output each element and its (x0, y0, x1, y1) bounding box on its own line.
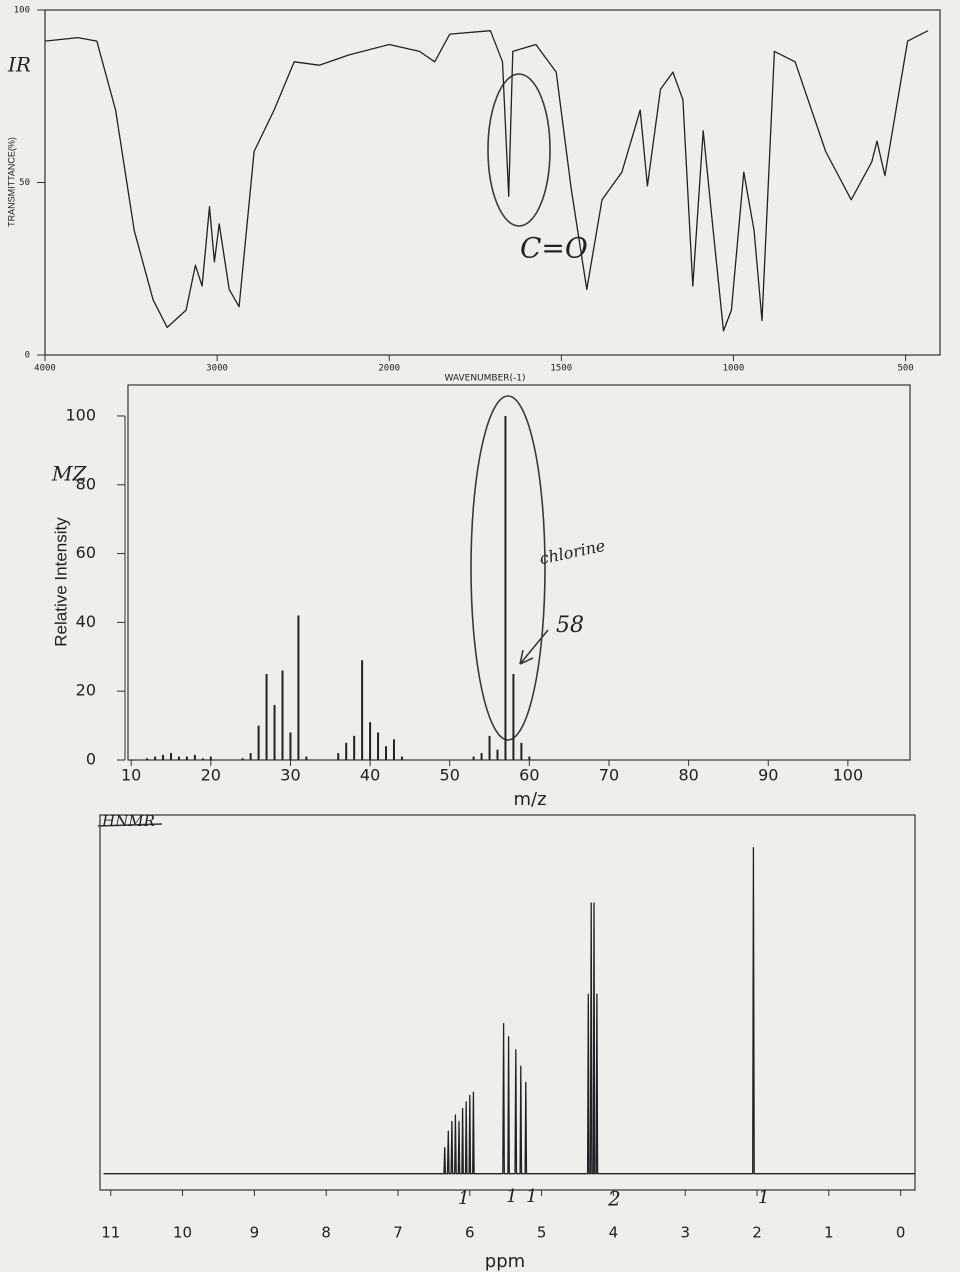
x-tick-label: 4 (609, 1224, 619, 1242)
handwritten-note: IR (7, 53, 31, 77)
spectrum-line (103, 846, 915, 1175)
x-tick-label: 4000 (34, 364, 56, 374)
y-tick-label: 0 (25, 351, 30, 361)
x-tick-label: 3000 (206, 364, 228, 374)
x-tick-label: 6 (465, 1224, 475, 1242)
handwritten-note: 1 (458, 1188, 469, 1209)
handwritten-note: 1 (526, 1186, 537, 1207)
plot-frame (127, 384, 911, 761)
arrow-mark (519, 629, 549, 665)
x-tick-label: 70 (599, 766, 619, 785)
circle-mark (487, 73, 551, 227)
y-tick-label: 50 (19, 178, 30, 188)
x-tick-label: 3 (680, 1224, 690, 1242)
circle-mark (470, 395, 546, 741)
handwritten-note: HNMR (101, 812, 155, 830)
x-tick-label: 20 (201, 766, 221, 785)
handwritten-note: 1 (758, 1187, 769, 1208)
handwritten-note: 58 (556, 613, 584, 638)
x-tick-label: 10 (121, 766, 141, 785)
x-axis-title: m/z (513, 789, 546, 810)
x-tick-label: 11 (101, 1224, 120, 1242)
handwritten-note: 2 (607, 1187, 621, 1211)
y-axis-title: Relative Intensity (51, 517, 70, 647)
x-tick-label: 2 (752, 1224, 762, 1242)
x-tick-label: 30 (280, 766, 300, 785)
x-tick-label: 90 (758, 766, 778, 785)
plot-frame (99, 814, 916, 1191)
x-tick-label: 60 (519, 766, 539, 785)
y-tick-label: 60 (76, 543, 96, 562)
x-tick-label: 100 (833, 766, 864, 785)
x-tick-label: 0 (896, 1224, 906, 1242)
handwritten-note: MZ (51, 462, 87, 486)
y-tick-label: 40 (76, 612, 96, 631)
x-tick-label: 1000 (723, 364, 745, 374)
y-tick-label: 20 (76, 681, 96, 700)
x-tick-label: 2000 (378, 364, 400, 374)
x-tick-label: 5 (537, 1224, 547, 1242)
x-tick-label: 40 (360, 766, 380, 785)
y-tick-label: 0 (86, 750, 96, 769)
x-tick-label: 7 (393, 1224, 403, 1242)
x-axis-title: WAVENUMBER(-1) (444, 374, 525, 384)
x-axis-title: ppm (485, 1251, 525, 1272)
x-tick-label: 9 (250, 1224, 260, 1242)
x-tick-label: 10 (173, 1224, 192, 1242)
spectrum-line (44, 30, 929, 332)
y-axis-title: TRANSMITTANCE(%) (6, 137, 16, 227)
handwritten-note: C=O (520, 232, 588, 265)
x-tick-label: 1500 (551, 364, 573, 374)
underline-mark (97, 823, 163, 827)
x-tick-label: 8 (321, 1224, 331, 1242)
y-tick-label: 80 (76, 474, 96, 493)
x-tick-label: 80 (678, 766, 698, 785)
x-tick-label: 50 (440, 766, 460, 785)
handwritten-note: 1 (506, 1186, 517, 1207)
x-tick-label: 500 (897, 364, 913, 374)
x-tick-label: 1 (824, 1224, 834, 1242)
y-tick-label: 100 (65, 405, 96, 424)
y-tick-label: 100 (14, 6, 30, 16)
